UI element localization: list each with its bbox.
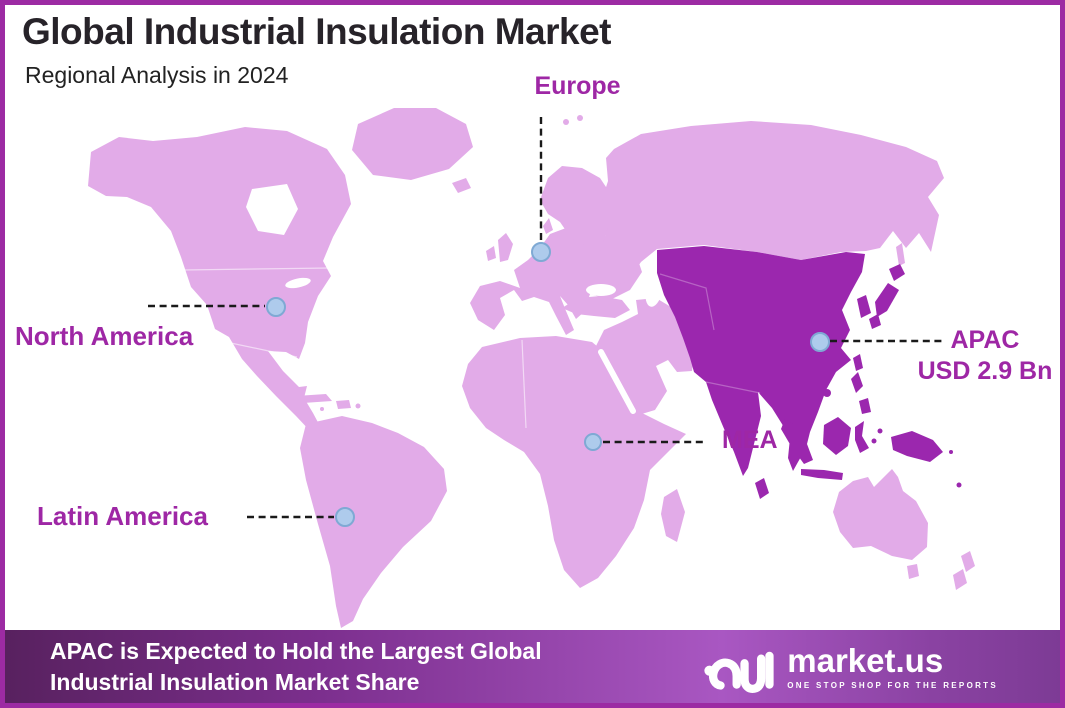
border-us-mexico [225, 341, 298, 358]
island-nz-south [953, 569, 967, 590]
region-turkey [562, 296, 630, 318]
continent-south-america [300, 416, 447, 628]
header: Global Industrial Insulation Market Regi… [22, 11, 611, 89]
island-new-guinea [891, 431, 943, 462]
island-luzon [851, 372, 863, 393]
island-jamaica [320, 407, 324, 411]
peninsula-scandinavia [540, 166, 616, 246]
peninsula-korea [857, 295, 871, 318]
island-madagascar [661, 489, 685, 542]
black-sea [586, 284, 616, 296]
continent-africa [462, 336, 686, 588]
continent-russia [596, 121, 944, 289]
island-great-britain [498, 233, 513, 262]
region-label-north-america: North America [15, 321, 194, 351]
continent-australia [833, 469, 928, 560]
page-title: Global Industrial Insulation Market [22, 11, 611, 52]
island-hainan [823, 389, 831, 397]
island-moluccas [871, 438, 877, 444]
caspian-sea [645, 275, 663, 307]
island-moluccas-2 [877, 428, 883, 434]
great-lakes [285, 277, 311, 289]
continent-greenland [352, 108, 473, 180]
island-tasmania [907, 564, 919, 579]
island-sri-lanka [755, 478, 769, 499]
region-apac-highlight [657, 246, 865, 476]
hudson-bay [246, 184, 298, 235]
peninsula-denmark [543, 218, 553, 234]
island-ireland [486, 246, 496, 261]
border-africa [521, 339, 527, 429]
apac-label-text: APAC [950, 326, 1020, 354]
footer-headline: APAC is Expected to Hold the Largest Glo… [50, 638, 542, 695]
island-cuba [296, 394, 332, 403]
border-india-north [705, 381, 761, 394]
region-label-europe: Europe [534, 72, 621, 100]
region-label-mea: MEA [722, 426, 778, 454]
island-nz-north [961, 551, 975, 572]
island-svalbard [563, 119, 569, 125]
island-hokkaido [889, 264, 905, 281]
footer-bar: APAC is Expected to Hold the Largest Glo… [5, 630, 1060, 703]
island-caribbean [355, 403, 361, 409]
marker-north-america [266, 297, 286, 317]
island-sulawesi [855, 421, 869, 453]
island-new-caledonia [956, 482, 962, 488]
logo-text-block: market.us ONE STOP SHOP FOR THE REPORTS [787, 644, 998, 690]
island-honshu [875, 283, 899, 317]
apac-value-text: USD 2.9 Bn [917, 357, 1053, 385]
island-sakhalin [896, 243, 905, 266]
island-taiwan [853, 354, 863, 371]
logo-wordmark: market.us [787, 641, 944, 679]
logo-tagline: ONE STOP SHOP FOR THE REPORTS [787, 680, 998, 690]
marker-apac [810, 332, 830, 352]
continent-north-america [88, 127, 351, 433]
island-java [801, 469, 843, 480]
island-hispaniola [336, 400, 351, 409]
marker-europe [531, 242, 551, 262]
region-label-apac: APAC USD 2.9 Bn [915, 325, 1055, 387]
marketus-logo: market.us ONE STOP SHOP FOR THE REPORTS [703, 639, 998, 695]
island-iceland [452, 178, 471, 193]
island-borneo [823, 417, 851, 455]
border-central-asia [659, 273, 715, 331]
island-solomon [949, 450, 953, 454]
marker-mea [584, 433, 602, 451]
marketus-logo-icon [704, 651, 774, 693]
red-sea [598, 349, 636, 414]
marker-latin-america [335, 507, 355, 527]
region-label-latin-america: Latin America [37, 501, 208, 531]
island-mindanao [859, 398, 871, 414]
island-kyushu [869, 314, 881, 329]
border-us-canada [182, 267, 331, 271]
continent-europe [470, 228, 642, 335]
island-sumatra [781, 419, 813, 464]
island-svalbard-2 [577, 115, 583, 121]
page-subtitle: Regional Analysis in 2024 [25, 61, 289, 88]
